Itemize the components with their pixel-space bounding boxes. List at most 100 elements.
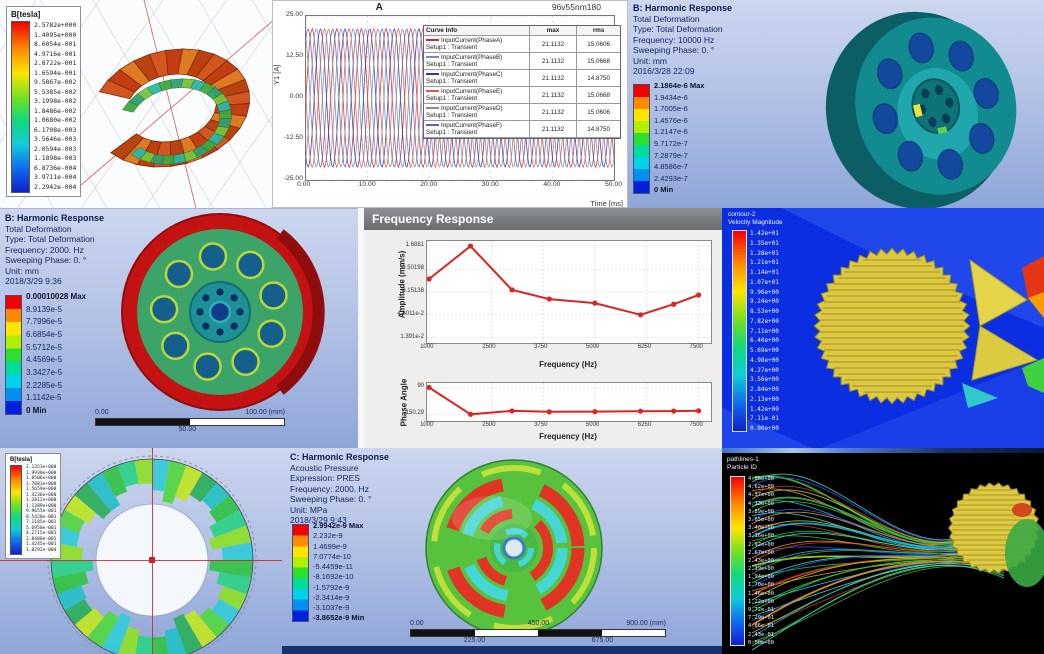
colorbar-value: 1.42e+00 xyxy=(750,405,779,413)
window-title: Frequency Response xyxy=(372,212,494,226)
colorbar-value: 1.2812e+000 xyxy=(26,498,57,504)
cfd-title: contour-2 Velocity Magnitude xyxy=(728,211,783,227)
flywheel-render xyxy=(825,11,1017,208)
ruler-label: 225.00 xyxy=(463,637,486,644)
series-rms: 14.8750 xyxy=(587,74,611,82)
colorbar-value: 7.0774e-10 xyxy=(313,551,351,561)
colorbar-value: 4.62e+00 xyxy=(748,484,774,491)
colorbar-value: 1.1142e-5 xyxy=(26,393,62,403)
result-info-line: Total Deformation xyxy=(633,13,700,24)
colorbar-value: 4.86e-01 xyxy=(748,623,774,630)
ruler-label: 450.00 xyxy=(527,620,550,627)
colorbar-value: 1.1389e+000 xyxy=(26,503,57,509)
colorbar-value: 2.0594e-003 xyxy=(34,144,77,153)
colorbar-value: 3.89e+00 xyxy=(748,508,774,515)
legend-row: InputCurrent(PhaseD) Setup1 : Transient 21… xyxy=(424,104,620,121)
cfd-title-line: contour-2 xyxy=(728,211,756,218)
colorbar-gradient xyxy=(732,230,747,432)
result-info-line: Type: Total Deformation xyxy=(633,24,723,34)
colorbar-value: 2.9942e-9 Max xyxy=(313,521,364,530)
x-axis-label: Time [ms] xyxy=(590,199,623,208)
colorbar-value: 7.82e+00 xyxy=(750,317,779,325)
colorbar-gradient xyxy=(292,524,309,622)
series-setup: Setup1 : Transient xyxy=(426,129,478,136)
legend-table: Curve Info max rms InputCurrent(PhaseA) Setu… xyxy=(423,25,621,139)
scale-ruler: 0.00 100.00 (mm) 50.00 xyxy=(95,409,285,435)
colorbar-value: 5.69e+00 xyxy=(750,347,779,354)
y-tick: 0.15138 xyxy=(402,288,424,295)
colorbar-value: 1.4576e-6 xyxy=(654,115,688,125)
window-titlebar[interactable]: Frequency Response xyxy=(364,208,722,230)
y-tick: -150.29 xyxy=(403,410,424,417)
colorbar-value: 5.5712e-5 xyxy=(26,342,63,352)
colorbar-value: 1.42e+01 xyxy=(750,230,779,237)
colorbar-value: 1.8506e+000 xyxy=(26,476,57,482)
colorbar-value: 1.2147e-6 xyxy=(654,127,688,137)
x-tick: 6250 xyxy=(637,344,652,350)
series-setup: Setup1 : Transient xyxy=(426,44,478,51)
series-label: InputCurrent(PhaseD) xyxy=(441,105,503,112)
pathlines-title: pathlines-1 Particle ID xyxy=(727,456,759,472)
x-tick: 50.00 xyxy=(605,181,623,188)
amplitude-chart xyxy=(426,240,712,344)
colorbar-value: 3.9711e-004 xyxy=(34,173,77,182)
result-info-line: 2018/3/29 9:43 xyxy=(290,515,347,525)
colorbar-value: 0 Min xyxy=(26,405,47,415)
panel-maxwell-toroid: B[tesla] 2.5782e+000 1.4095e+000 8.6054e-0… xyxy=(0,0,273,208)
result-info-line: Sweeping Phase: 0. ° xyxy=(290,494,372,504)
flywheel-render xyxy=(121,213,325,411)
y-tick: 0.00 xyxy=(289,93,303,100)
ruler-bar xyxy=(410,629,666,637)
amplitude-axis-label: Amplitude (mm/s) xyxy=(397,250,407,319)
colorbar-value: 1.07e+01 xyxy=(750,278,779,286)
x-tick: 5000 xyxy=(585,344,600,350)
panel-harmonic-10000hz: B: Harmonic Response Total Deformation Ty… xyxy=(628,0,1044,208)
result-info-line: Frequency: 2000. Hz xyxy=(290,483,369,494)
colorbar-value: 2.4293e-7 xyxy=(654,173,688,183)
colorbar-value: 2.19e+00 xyxy=(748,566,774,573)
x-tick: 30.00 xyxy=(481,181,499,188)
colorbar-value: 1.7083e+000 xyxy=(26,481,57,487)
x-tick: 7500 xyxy=(689,344,703,350)
colorbar-value: 7.7996e-5 xyxy=(26,317,63,327)
series-setup: Setup1 : Transient xyxy=(426,95,478,102)
streamlines-render xyxy=(751,473,1044,651)
result-title: B: Harmonic Response xyxy=(633,3,733,13)
plot-title: A xyxy=(375,2,383,13)
series-label: InputCurrent(PhaseB) xyxy=(441,54,503,61)
colorbar-value: 7.11e+00 xyxy=(750,327,779,335)
colorbar-value: 1.9434e-6 xyxy=(654,92,688,102)
toroid-winding-render xyxy=(70,0,272,208)
y-tick: 1.6881 xyxy=(405,242,424,249)
colorbar-value: 1.7005e-6 xyxy=(654,104,688,114)
colorbar-value: 4.27e+00 xyxy=(750,366,779,374)
result-info-line: Sweeping Phase: 0. ° xyxy=(633,45,715,55)
x-tick: 7500 xyxy=(689,422,703,428)
colorbar-value: 8.5420e-001 xyxy=(26,514,57,520)
colorbar-value: 1.35e+01 xyxy=(750,239,779,247)
acoustic-disk-render xyxy=(425,459,603,637)
panel-pathlines: pathlines-1 Particle ID 4.86e+00 4.62e+00 4… xyxy=(722,448,1044,654)
colorbar-value: 6.8736e-004 xyxy=(34,163,77,172)
legend-row: InputCurrent(PhaseA) Setup1 : Transient 21… xyxy=(424,36,620,53)
colorbar-value: 2.2942e-004 xyxy=(34,182,77,191)
deformation-colorbar: 0.00010028 Max 8.9139e-5 7.7996e-5 6.6854e-… xyxy=(5,292,87,415)
ruler-label: 900.00 (mm) xyxy=(626,620,666,627)
deformation-colorbar: 2.1864e-6 Max 1.9434e-6 1.7005e-6 1.4576e-6… xyxy=(633,82,704,194)
colorbar-value: 6.6854e-5 xyxy=(26,329,63,339)
series-setup: Setup1 : Transient xyxy=(426,112,478,119)
colorbar-value: 1.22e+00 xyxy=(748,598,774,605)
x-tick: 1000 xyxy=(420,344,434,350)
series-rms: 15.0668 xyxy=(587,91,611,99)
frequency-axis-label: Frequency (Hz) xyxy=(539,360,597,369)
series-setup: Setup1 : Transient xyxy=(426,78,478,85)
series-label: InputCurrent(PhaseE) xyxy=(441,88,503,95)
colorbar-value: 1.8486e-002 xyxy=(34,106,77,115)
legend-row: InputCurrent(PhaseB) Setup1 : Transient 21… xyxy=(424,53,620,70)
colorbar-value: 1.4236e+000 xyxy=(26,492,57,498)
ruler-label: 0.00 xyxy=(95,409,109,416)
colorbar-value: 9.72e-01 xyxy=(748,607,774,613)
x-tick: 10.00 xyxy=(358,181,376,188)
colorbar-value: 0.00010028 Max xyxy=(26,292,87,301)
x-tick: 0.00 xyxy=(297,181,311,188)
